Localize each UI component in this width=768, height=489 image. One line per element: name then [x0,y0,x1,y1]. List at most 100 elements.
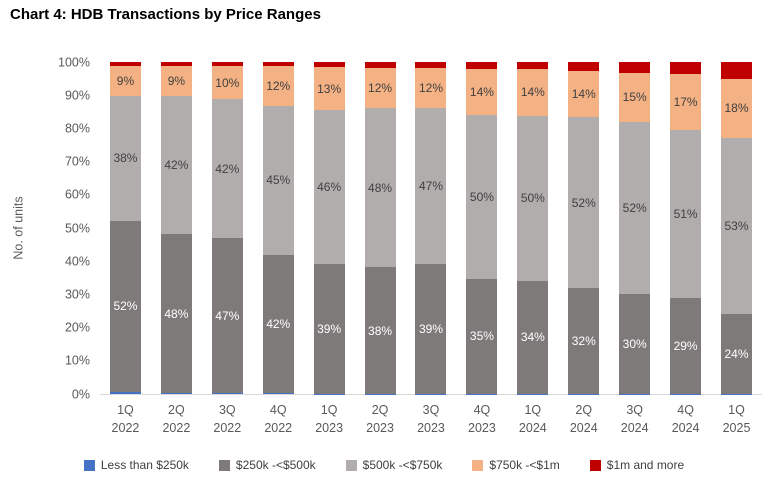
bar-1q-2022: 52% 38% 9% [100,62,151,394]
y-tick-label: 10% [64,353,90,368]
bar-segment-label: 34% [520,330,545,345]
bar-segment: 12% [262,66,294,106]
bar-segment: 48% [160,234,192,394]
bar-segment-label: 9% [167,73,186,88]
x-axis-label: 3Q 2022 [213,403,242,435]
x-axis-labels: 1Q 2022 2Q 2022 3Q 2022 4Q 2022 1Q 2023 2Q 2023 3Q 20… [100,401,762,437]
bar-segment [262,393,294,394]
bar-segment-label: 52% [113,299,138,314]
bar-segment: 32% [568,288,600,394]
bar-segment-label: 46% [317,180,342,194]
stacked-bar: 47% 42% 10% [211,62,243,394]
bar-segment-label: 29% [673,338,698,353]
bar-segment-label: 13% [317,81,342,96]
bar-segment: 29% [670,297,702,394]
bar-segment-label: 38% [368,323,393,338]
bar-3q-2024: 30% 52% 15% [609,62,660,394]
bar-segment: 48% [364,107,396,268]
x-axis-label: 3Q 2024 [620,403,649,435]
y-tick-label: 30% [64,287,90,302]
x-axis-label: 1Q 2022 [111,403,140,435]
bar-2q-2024: 32% 52% 14% [558,62,609,394]
bar-segment-label: 17% [673,94,698,109]
bar-segment [109,392,141,394]
legend-item: $1m and more [589,458,685,472]
bar-segment: 30% [619,294,651,394]
bar-segment-label: 53% [724,219,749,234]
bar-segment: 52% [568,117,600,289]
bar-segment-label: 15% [622,90,647,105]
bar-segment [211,62,243,67]
bar-segment-label: 51% [673,206,698,221]
bar-segment-label: 35% [469,329,494,344]
bar-segment: 47% [415,107,447,265]
legend-swatch-icon [472,459,484,471]
bar-segment-label: 50% [469,189,494,204]
y-tick-label: 50% [64,220,90,235]
bar-segment: 50% [466,114,498,279]
legend-item: Less than $250k [83,458,189,472]
legend-item: $750k -<$1m [472,458,560,472]
x-axis-label: 2Q 2024 [569,403,598,435]
bar-segment-label: 32% [571,334,596,349]
legend-item: $250k -<$500k [218,458,316,472]
bar-segment [568,62,600,72]
bar-segment-label: 42% [266,316,291,331]
bar-segment: 42% [262,254,294,394]
bar-segment [415,62,447,68]
stacked-bar: 38% 48% 12% [364,62,396,394]
bar-segment: 12% [364,68,396,108]
bar-2q-2023: 38% 48% 12% [355,62,406,394]
y-tick-label: 60% [64,187,90,202]
legend-label: $1m and more [606,458,685,472]
bar-segment [160,62,192,66]
bar-segment: 38% [109,95,141,221]
y-tick-label: 100% [58,54,90,69]
legend-swatch-icon [345,459,357,471]
bar-segment: 50% [517,115,549,282]
legend-swatch-icon [83,459,95,471]
x-axis-label: 2Q 2023 [366,403,394,435]
bar-segment: 10% [211,66,243,100]
bar-segment [721,62,753,79]
bar-segment: 9% [160,66,192,96]
bar-segment-label: 39% [418,321,443,336]
y-axis-title: No. of units [2,62,36,394]
bar-segment: 35% [466,278,498,394]
bar-segment: 24% [721,314,753,394]
bar-segment: 53% [721,138,753,315]
bar-segment-label: 50% [520,191,545,206]
bar-segment: 15% [619,72,651,123]
stacked-bar: 52% 38% 9% [109,62,141,394]
bar-segment: 14% [517,69,549,116]
bar-segment [466,62,498,69]
bar-segment: 34% [517,281,549,394]
bar-segment-label: 47% [215,308,240,323]
bar-segment [670,62,702,74]
bar-segment-label: 24% [724,346,749,361]
legend-swatch-icon [589,459,601,471]
y-axis-ticks: 0% 10% 20% 30% 40% 50% 60% 70% 80% 90% 100% [40,56,96,400]
bar-1q-2024: 34% 50% 14% [507,62,558,394]
chart-title: Chart 4: HDB Transactions by Price Range… [10,6,321,23]
bar-segment-label: 52% [571,195,596,210]
bar-segment-label: 10% [215,75,240,90]
y-tick-label: 80% [64,121,90,136]
stacked-bar: 29% 51% 17% [670,62,702,394]
bar-2q-2022: 48% 42% 9% [151,62,202,394]
bar-segment-label: 9% [116,73,135,88]
bar-segment-label: 30% [622,337,647,352]
bar-segment-label: 14% [469,84,494,99]
legend-label: $750k -<$1m [489,458,560,472]
y-tick-label: 90% [64,87,90,102]
stacked-bar: 48% 42% 9% [160,62,192,394]
bar-segment: 42% [211,99,243,239]
bar-segment-label: 18% [724,101,749,116]
bar-segment-label: 38% [113,151,138,166]
x-axis-label: 1Q 2023 [315,403,344,435]
plot-area: 52% 38% 9% 48% 42% 9% 47% 42% 10% 42% 45% 12% 39% 46%… [100,62,762,395]
stacked-bar: 35% 50% 14% [466,62,498,394]
x-axis-label: 2Q 2022 [162,403,191,435]
bar-segment-label: 45% [266,173,291,188]
